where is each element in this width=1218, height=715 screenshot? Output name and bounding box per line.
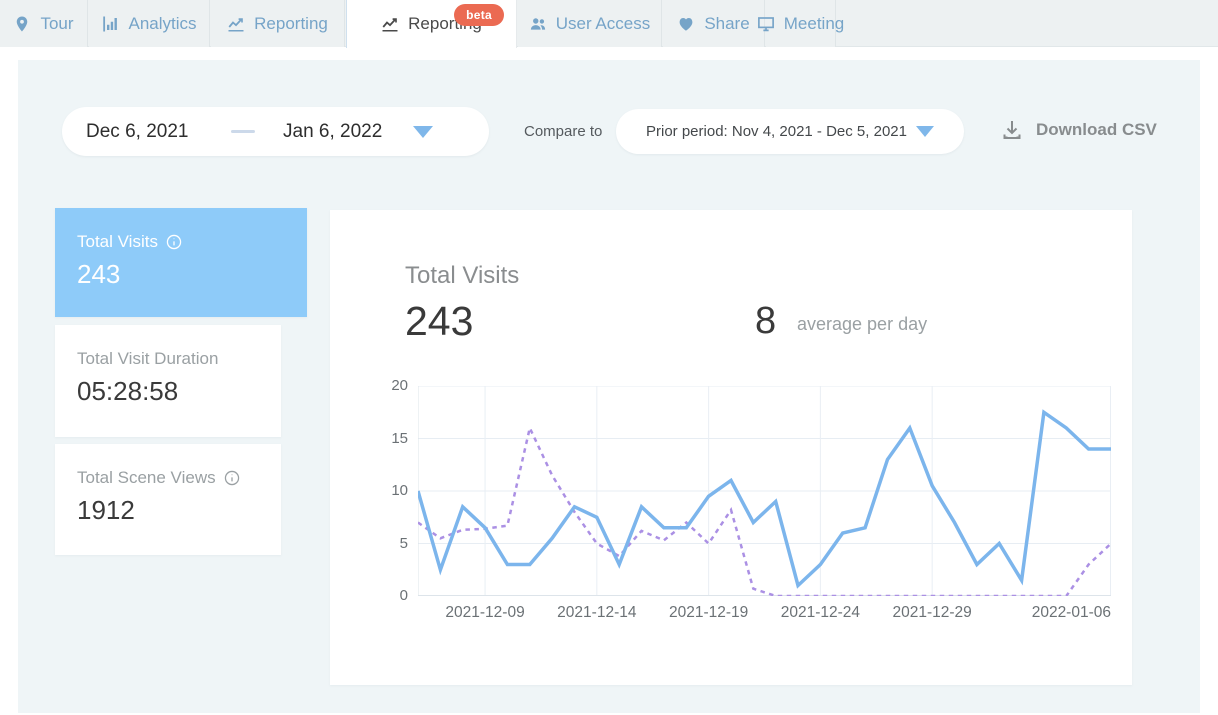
tab-reporting[interactable]: Reporting [211, 0, 345, 47]
chart-total-value: 243 [405, 298, 474, 344]
chart-card: Total Visits 243 8 average per day 0 5 10 1… [330, 210, 1132, 685]
heart-icon [677, 15, 695, 33]
tab-label: Analytics [128, 13, 197, 33]
compare-to-label: Compare to [524, 123, 603, 140]
chevron-down-icon [413, 125, 433, 138]
x-axis-label: 2021-12-09 [445, 604, 525, 621]
line-chart [416, 385, 1112, 598]
tab-label: Reporting [254, 13, 328, 33]
monitor-icon [757, 15, 775, 33]
start-date: Dec 6, 2021 [86, 120, 189, 142]
x-axis-label: 2021-12-19 [668, 604, 749, 621]
x-axis-label: 2021-12-29 [892, 604, 972, 621]
metric-label: Total Visit Duration [77, 349, 219, 368]
map-pin-icon [13, 15, 31, 33]
chevron-down-icon [916, 126, 934, 137]
chart-average-label: average per day [797, 314, 928, 334]
tab-reporting-beta[interactable]: Reporting beta [346, 0, 517, 48]
date-range-dash [231, 130, 255, 133]
download-icon [1003, 121, 1021, 139]
compare-period-value: Prior period: Nov 4, 2021 - Dec 5, 2021 [646, 123, 907, 140]
metric-label: Total Scene Views [77, 468, 216, 487]
y-axis-label: 20 [391, 377, 408, 394]
y-axis: 0 5 10 15 20 [356, 377, 408, 604]
tab-share[interactable]: Share [663, 0, 765, 47]
tab-label: Tour [40, 13, 74, 33]
end-date: Jan 6, 2022 [283, 120, 383, 142]
line-chart-icon [381, 15, 399, 33]
beta-badge: beta [454, 4, 504, 26]
tab-label: User Access [555, 13, 651, 33]
chart-title: Total Visits [405, 262, 520, 289]
x-axis-label: 2022-01-06 [1031, 604, 1111, 621]
metric-value: 05:28:58 [77, 376, 179, 406]
metric-card-total-visits[interactable]: Total Visits 243 [55, 208, 307, 317]
x-axis-label: 2021-12-14 [557, 604, 637, 621]
download-csv-label: Download CSV [1036, 120, 1157, 139]
date-range-selector[interactable]: Dec 6, 2021 Jan 6, 2022 [62, 107, 489, 156]
info-icon[interactable] [224, 470, 240, 486]
download-csv-button[interactable]: Download CSV [1000, 118, 1157, 142]
metric-label: Total Visits [77, 232, 158, 251]
tab-user-access[interactable]: User Access [518, 0, 662, 47]
metric-value: 1912 [77, 495, 135, 525]
metric-value: 243 [77, 259, 121, 289]
info-icon[interactable] [166, 234, 182, 250]
tab-tour[interactable]: Tour [0, 0, 88, 47]
tab-label: Share [704, 13, 750, 33]
compare-period-dropdown[interactable]: Prior period: Nov 4, 2021 - Dec 5, 2021 [616, 109, 964, 154]
tab-analytics[interactable]: Analytics [89, 0, 210, 47]
y-axis-label: 10 [391, 482, 408, 499]
x-axis: 2021-12-09 2021-12-14 2021-12-19 2021-12-24… [418, 604, 1111, 624]
metric-card-scene-views[interactable]: Total Scene Views 1912 [55, 444, 281, 555]
top-nav: Tour Analytics Reporting Reporting beta … [0, 0, 1218, 48]
metric-card-visit-duration[interactable]: Total Visit Duration 05:28:58 [55, 325, 281, 437]
x-axis-label: 2021-12-24 [780, 604, 861, 621]
tab-meeting[interactable]: Meeting [757, 0, 844, 47]
chart-plot-area [416, 385, 1112, 598]
line-chart-icon [227, 15, 245, 33]
y-axis-label: 0 [399, 587, 408, 604]
tab-label: Meeting [783, 13, 845, 33]
chart-average-value: 8 [755, 300, 777, 342]
users-icon [529, 15, 547, 33]
current-period-line [416, 409, 1111, 589]
y-axis-label: 5 [399, 534, 408, 552]
bar-chart-icon [101, 15, 119, 33]
y-axis-label: 15 [391, 429, 408, 447]
